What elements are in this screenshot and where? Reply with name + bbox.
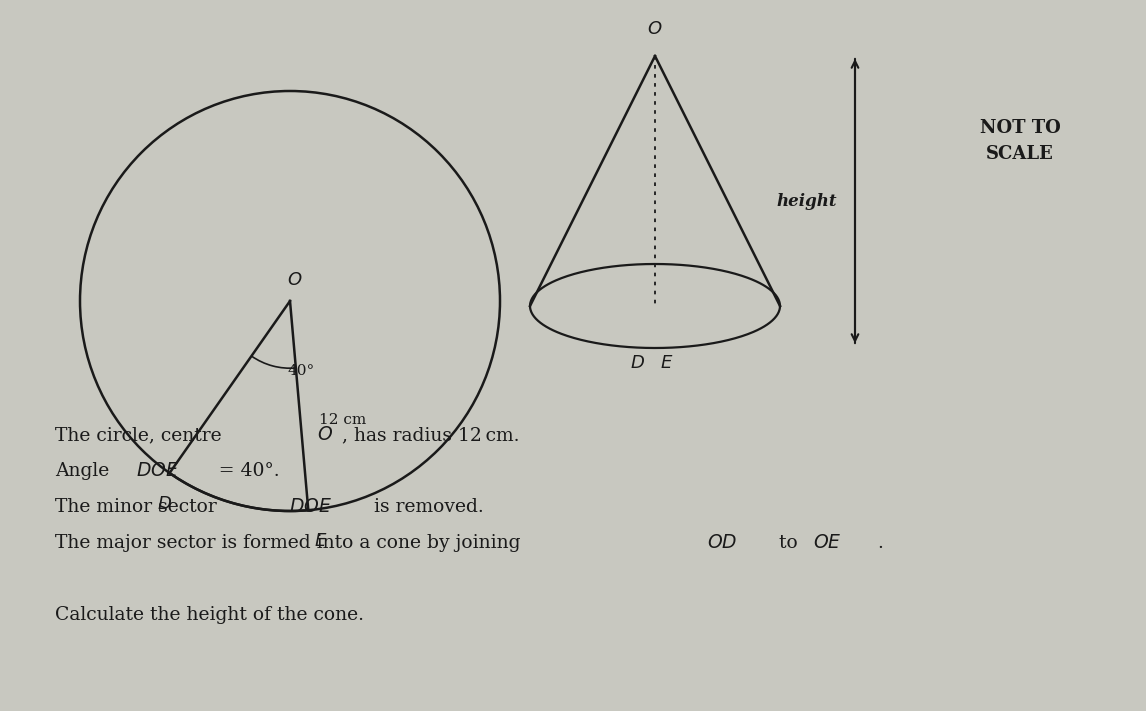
Text: $DOE$: $DOE$ <box>136 462 179 480</box>
Text: $D$: $D$ <box>157 495 172 513</box>
Text: $D$: $D$ <box>629 354 644 372</box>
Text: The major sector is formed into a cone by joining: The major sector is formed into a cone b… <box>55 534 526 552</box>
Text: = 40°.: = 40°. <box>215 462 280 480</box>
Text: $OE$: $OE$ <box>813 534 841 552</box>
Text: $O$: $O$ <box>288 271 303 289</box>
Text: The circle, centre: The circle, centre <box>55 426 228 444</box>
Text: height: height <box>777 193 837 210</box>
Text: .: . <box>877 534 882 552</box>
Text: NOT TO
SCALE: NOT TO SCALE <box>980 119 1060 164</box>
Text: Angle: Angle <box>55 462 116 480</box>
Text: $O$: $O$ <box>317 426 333 444</box>
Text: $E$: $E$ <box>660 354 674 372</box>
Text: $DOE$: $DOE$ <box>289 498 332 516</box>
Text: $O$: $O$ <box>647 20 662 38</box>
Text: , has radius 12 cm.: , has radius 12 cm. <box>342 426 519 444</box>
Text: 12 cm: 12 cm <box>319 413 366 427</box>
Text: $E$: $E$ <box>314 533 327 550</box>
Text: $OD$: $OD$ <box>707 534 737 552</box>
Text: to: to <box>774 534 803 552</box>
Text: The minor sector: The minor sector <box>55 498 222 516</box>
Text: 40°: 40° <box>288 364 315 378</box>
Text: Calculate the height of the cone.: Calculate the height of the cone. <box>55 606 364 624</box>
Text: is removed.: is removed. <box>368 498 484 516</box>
